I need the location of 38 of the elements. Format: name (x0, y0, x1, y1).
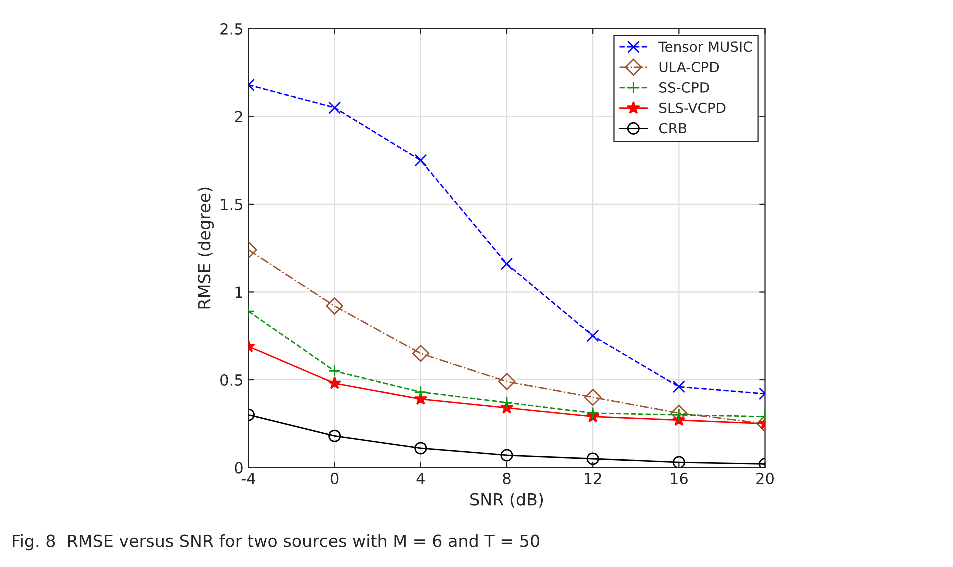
y-tick-label: 2.5 (220, 23, 243, 35)
legend-label: ULA-CPD (660, 62, 720, 73)
point (586, 452, 600, 466)
x-tick-label: 16 (671, 472, 688, 484)
x-tick-label: 12 (585, 472, 602, 484)
point (500, 449, 514, 462)
point (414, 386, 428, 399)
point (414, 154, 428, 167)
point (414, 442, 428, 455)
point (584, 389, 602, 406)
point (500, 396, 514, 410)
y-tick-label: 2 (235, 111, 242, 122)
x-tick-label: 20 (756, 472, 774, 484)
x-tick-label: 0 (330, 472, 339, 484)
y-axis-title: RMSE (degree) (198, 188, 214, 309)
point (586, 330, 600, 342)
x-tick-label: 4 (416, 473, 425, 484)
legend-label: Tensor MUSIC (658, 42, 752, 52)
point (328, 364, 342, 378)
legend-label: SLS-VCPD (660, 102, 726, 114)
point (586, 407, 600, 420)
point (328, 102, 342, 114)
x-tick-label: 8 (503, 472, 511, 484)
point (500, 258, 514, 270)
point (498, 373, 516, 390)
point (328, 430, 342, 442)
y-tick-label: 0.5 (220, 374, 243, 386)
point (672, 380, 686, 394)
x-axis-title: SNR (dB) (470, 492, 544, 508)
y-tick-label: 0 (235, 462, 243, 474)
point (412, 345, 430, 362)
y-tick-label: 1.5 (221, 199, 243, 210)
point (672, 456, 686, 468)
x-tick-label: -4 (242, 473, 256, 484)
y-tick-label: 1 (236, 286, 242, 298)
legend-label: SS-CPD (660, 82, 710, 93)
legend-label: CRB (659, 123, 687, 134)
caption: Fig. 8 RMSE versus SNR for two sources with M = 6 and T = 50 (13, 534, 540, 551)
